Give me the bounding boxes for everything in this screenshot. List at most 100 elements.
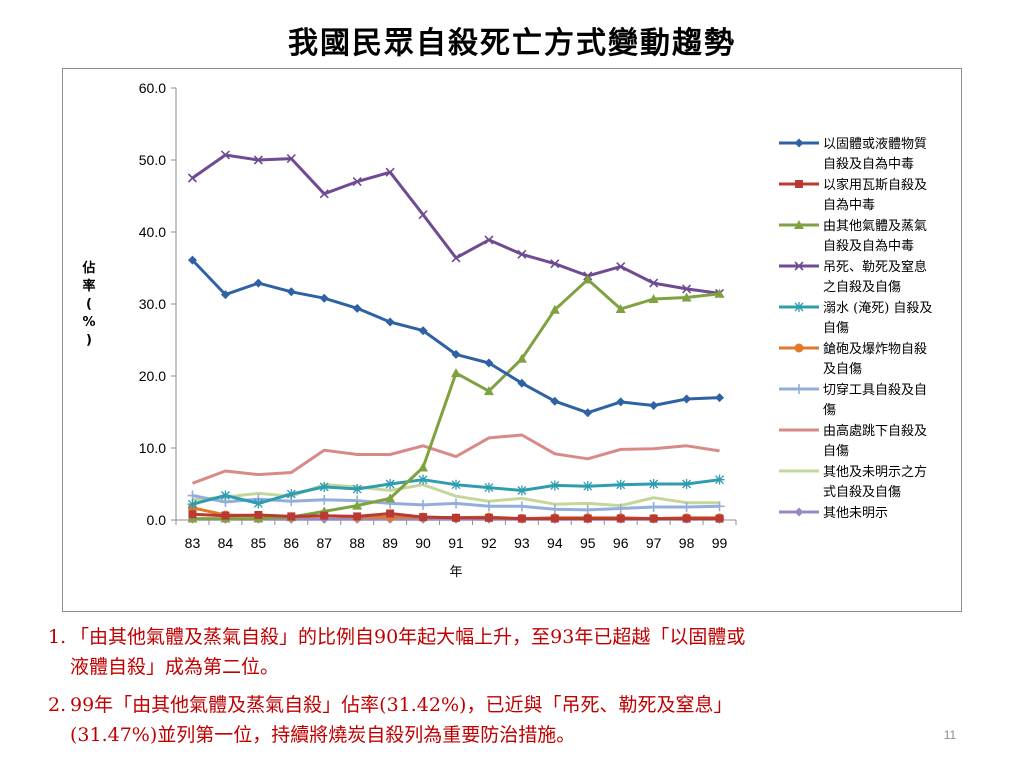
data-point-series-5 (220, 490, 231, 501)
data-point-series-3 (418, 462, 429, 472)
data-point-series-3 (516, 353, 527, 363)
x-tick-label: 88 (349, 535, 365, 551)
data-point-series-4 (253, 155, 263, 165)
data-point-series-3 (714, 288, 725, 298)
data-point-series-2 (188, 510, 197, 519)
legend-label-10: 其他未明示 (823, 506, 888, 521)
data-point-series-3 (451, 368, 461, 378)
data-point-series-4 (649, 278, 659, 288)
y-tick-label: 50.0 (139, 152, 166, 168)
data-point-series-3 (549, 304, 560, 314)
data-point-series-1 (451, 349, 461, 359)
data-point-series-2 (682, 514, 691, 523)
y-axis-title-char: 率 (82, 278, 95, 294)
data-point-series-2 (221, 511, 230, 520)
data-point-series-7 (483, 501, 494, 512)
data-point-series-2 (517, 514, 526, 523)
data-point-series-7 (418, 499, 429, 510)
data-point-series-2 (419, 513, 428, 522)
note-1-line-2: 液體自殺」成為第二位。 (70, 656, 280, 678)
data-point-series-1 (187, 255, 197, 265)
line-chart: 0.0 10.0 20.0 30.0 40.0 50.0 60.0 83 84 85 86 87 88 8… (81, 80, 932, 580)
data-point-series-1 (253, 278, 263, 288)
data-point-series-1 (286, 287, 296, 297)
legend-label-2: 以家用瓦斯自殺及 (823, 177, 927, 193)
data-point-series-1 (517, 378, 527, 388)
data-point-series-5 (483, 482, 494, 493)
data-point-series-4 (319, 189, 329, 199)
data-point-series-2 (452, 513, 460, 522)
x-tick-label: 94 (547, 535, 563, 551)
data-point-series-4 (418, 210, 428, 220)
data-point-series-5 (451, 479, 461, 490)
data-point-series-2 (353, 512, 362, 521)
data-point-series-4 (352, 177, 362, 187)
data-point-series-4 (385, 167, 395, 177)
note-1-number: 1. (48, 626, 67, 648)
series-line-4 (191, 153, 720, 295)
series-line-1 (191, 259, 720, 415)
x-tick-label: 86 (284, 535, 300, 551)
x-tick-label: 83 (185, 535, 201, 551)
data-point-series-7 (549, 504, 560, 515)
data-point-series-4 (484, 235, 494, 245)
data-point-series-3 (615, 304, 626, 314)
data-point-series-4 (616, 261, 626, 272)
slide-title: 我國民眾自殺死亡方式變動趨勢 (288, 26, 736, 61)
y-axis-title-char: ( (86, 297, 92, 312)
data-point-series-1 (220, 290, 230, 300)
data-point-series-1 (682, 394, 692, 404)
data-point-series-5 (516, 485, 527, 496)
data-point-series-1 (352, 303, 362, 313)
x-tick-label: 91 (448, 535, 464, 551)
data-point-series-4 (682, 284, 692, 294)
series-line-8 (191, 433, 720, 485)
data-point-series-3 (582, 274, 593, 284)
x-tick-label: 97 (646, 535, 662, 551)
y-tick-label: 0.0 (147, 512, 167, 528)
legend-marker-2 (795, 180, 803, 188)
legend-label-8: 由高處跳下自殺及 (823, 423, 927, 439)
data-point-series-1 (616, 397, 626, 407)
x-tick-label: 89 (382, 535, 398, 551)
data-point-series-1 (583, 408, 593, 418)
data-point-series-2 (715, 514, 724, 523)
y-tick-label: 60.0 (139, 80, 166, 96)
legend-label-6: 及自傷 (823, 362, 862, 377)
data-point-series-2 (254, 510, 263, 519)
note-1: 1. 「由其他氣體及蒸氣自殺」的比例自90年起大幅上升，至93年已超越「以固體或 … (48, 622, 988, 682)
legend-marker-7 (794, 384, 804, 394)
data-point-series-5 (319, 481, 330, 492)
data-point-series-7 (319, 494, 330, 505)
data-point-series-5 (187, 499, 198, 510)
data-point-series-5 (385, 479, 396, 489)
y-tick-label: 40.0 (139, 224, 166, 240)
y-axis-title-char: 佔 (81, 260, 95, 276)
legend-label-1: 自殺及自為中毒 (823, 156, 914, 172)
data-point-series-4 (451, 253, 461, 263)
x-tick-label: 87 (316, 535, 332, 551)
data-point-series-5 (352, 484, 363, 495)
chart-frame: 0.0 10.0 20.0 30.0 40.0 50.0 60.0 83 84 85 86 87 88 8… (62, 68, 962, 612)
data-point-series-7 (516, 501, 527, 512)
note-2: 2. 99年「由其他氣體及蒸氣自殺」佔率(31.42%)，已近與「吊死、勒死及窒息… (48, 690, 988, 750)
y-axis-title: 佔率 (%) (81, 260, 95, 348)
legend-label-9: 式自殺及自傷 (823, 485, 901, 500)
data-point-series-5 (418, 474, 429, 485)
data-point-series-5 (253, 498, 264, 509)
data-point-series-2 (287, 512, 296, 521)
legend-label-8: 自傷 (823, 444, 849, 459)
y-tick-label: 30.0 (139, 296, 166, 312)
data-point-series-7 (714, 501, 725, 512)
data-point-series-3 (648, 293, 659, 303)
data-point-series-1 (385, 317, 395, 327)
data-point-series-4 (517, 249, 527, 259)
data-point-series-5 (582, 481, 593, 492)
data-point-series-5 (648, 479, 659, 489)
x-tick-label: 90 (415, 535, 431, 551)
data-point-series-3 (385, 493, 396, 503)
data-point-series-7 (451, 498, 461, 509)
legend-marker-1 (794, 138, 804, 148)
legend-marker-3 (794, 220, 804, 229)
data-point-series-1 (418, 326, 428, 336)
